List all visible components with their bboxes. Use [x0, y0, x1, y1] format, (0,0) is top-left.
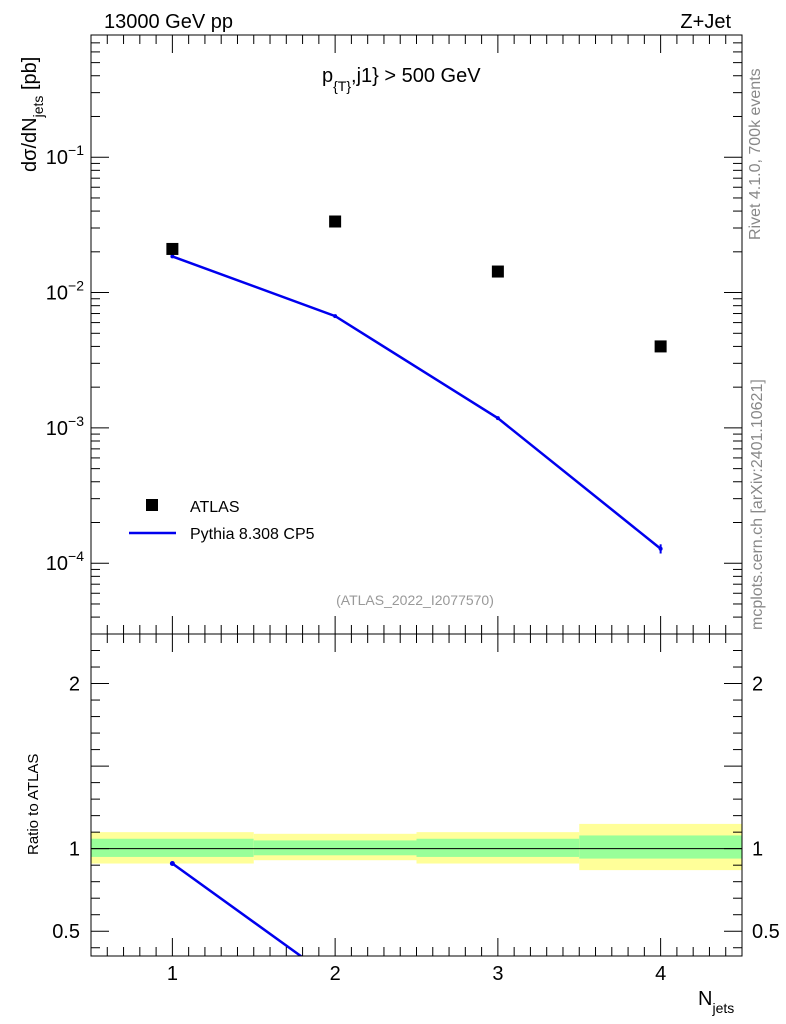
ratio-y-ticks: 0.5 0.5 1 1 2 2 [52, 650, 780, 949]
legend: ATLAS Pythia 8.308 CP5 [129, 499, 315, 543]
ratio-series [169, 861, 303, 956]
x-axis-label: Njets [698, 988, 734, 1016]
ylabel-pre: dσ/dN [19, 117, 41, 172]
atlas-data-point [491, 265, 504, 278]
side-text-bottom: mcplots.cern.ch [arXiv:2401.10621] [749, 379, 766, 630]
legend-marker-atlas [146, 499, 158, 511]
ratio-y-tick-label-left: 1 [69, 839, 80, 861]
main-x-ticks [90, 35, 743, 634]
y-tick-label-exponent: −3 [68, 413, 84, 429]
x-tick-label: 3 [492, 963, 503, 985]
ylabel-sub: jets [30, 96, 46, 119]
ratio-panel: 0.5 0.5 1 1 2 2 1 2 3 4 Ratio to ATLAS Njets [25, 633, 780, 1016]
ratio-pythia-line [171, 862, 303, 956]
y-tick-label: 10−4 [46, 548, 84, 575]
xlabel-pre: N [698, 988, 712, 1010]
y-tick-label: 10−2 [46, 278, 84, 305]
legend-label-atlas: ATLAS [190, 499, 240, 516]
y-tick-label-base: 10 [46, 147, 68, 169]
ratio-band-inner [91, 838, 254, 857]
y-tick-label-exponent: −4 [68, 548, 84, 564]
x-tick-label: 4 [655, 963, 666, 985]
ratio-uncertainty-bands [91, 823, 742, 871]
analysis-watermark: (ATLAS_2022_I2077570) [336, 592, 494, 608]
main-series [166, 215, 667, 554]
xlabel-sub: jets [711, 1000, 734, 1016]
ratio-y-tick-label-right: 0.5 [752, 921, 780, 943]
side-text-top: Rivet 4.1.0, 700k events [747, 68, 764, 240]
ratio-band-inner [579, 835, 742, 859]
y-tick-label-exponent: −1 [68, 142, 84, 158]
ratio-y-label: Ratio to ATLAS [25, 754, 42, 855]
ratio-y-tick-label-right: 1 [752, 839, 763, 861]
plot-annotation: p{T},j1} > 500 GeV [322, 65, 481, 94]
ratio-band-inner [416, 838, 580, 857]
pythia-point [333, 314, 338, 319]
main-y-label: dσ/dNjets [pb] [19, 57, 46, 172]
y-tick-label-exponent: −2 [68, 278, 84, 294]
y-tick-label-base: 10 [46, 553, 68, 575]
ylabel-post: [pb] [19, 57, 41, 96]
header-right: Z+Jet [680, 11, 731, 33]
x-tick-label: 2 [330, 963, 341, 985]
pythia-point [658, 546, 663, 551]
legend-label-pythia: Pythia 8.308 CP5 [190, 526, 315, 543]
pythia-point [170, 254, 175, 259]
atlas-data-point [166, 242, 179, 255]
atlas-data-point [654, 340, 667, 353]
main-panel: 10−110−210−310−4 p{T},j1} > 500 GeV dσ/d… [19, 34, 743, 635]
main-y-ticks: 10−110−210−310−4 [46, 34, 742, 635]
y-tick-label-base: 10 [46, 283, 68, 305]
ratio-pythia-point [169, 861, 175, 867]
ratio-y-tick-label-right: 2 [752, 674, 763, 696]
ratio-frame [90, 633, 743, 957]
ratio-y-tick-label-left: 0.5 [52, 921, 80, 943]
ratio-y-tick-label-left: 2 [69, 674, 80, 696]
ratio-x-ticks: 1 2 3 4 [90, 634, 743, 985]
y-tick-label: 10−3 [46, 413, 84, 440]
x-tick-label: 1 [167, 963, 178, 985]
main-frame [90, 34, 743, 635]
y-tick-label-base: 10 [46, 418, 68, 440]
atlas-data-point [329, 215, 342, 228]
annotation-post: ,j1} > 500 GeV [351, 65, 481, 87]
annotation-sub: {T} [333, 78, 351, 94]
annotation-pre: p [322, 65, 333, 87]
header-left: 13000 GeV pp [104, 11, 233, 33]
pythia-point [495, 416, 500, 421]
ratio-band-inner [253, 840, 417, 856]
pythia-line [171, 255, 662, 550]
y-tick-label: 10−1 [46, 142, 84, 169]
